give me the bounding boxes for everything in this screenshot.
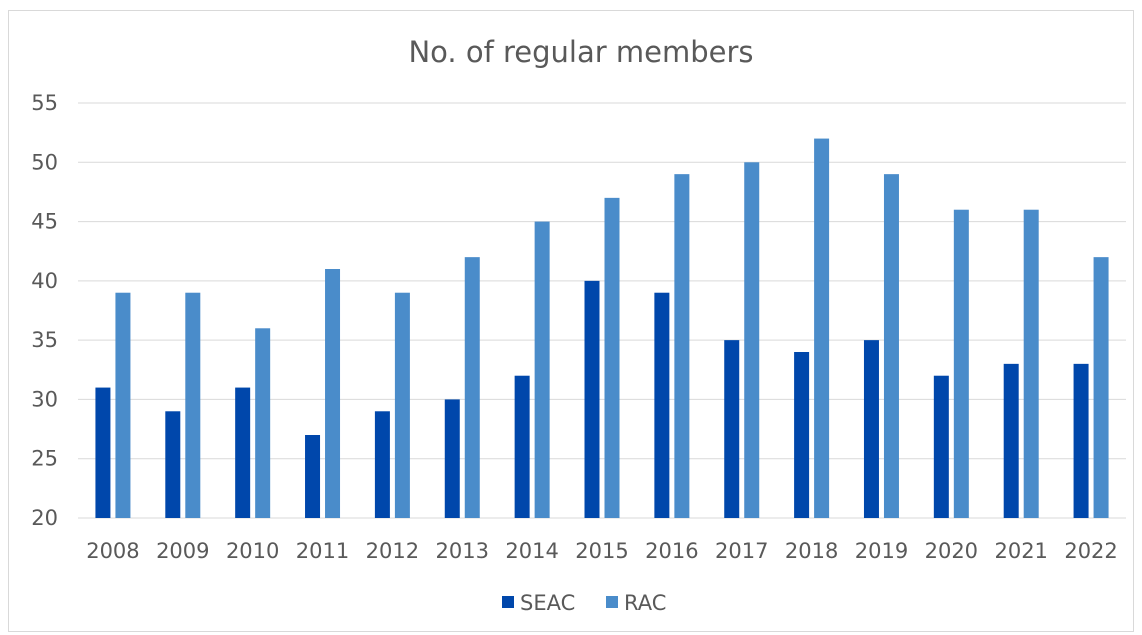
y-tick-label: 50 bbox=[31, 150, 58, 174]
x-tick-label: 2021 bbox=[994, 539, 1047, 563]
chart-title: No. of regular members bbox=[408, 35, 753, 69]
bar-seac-2022 bbox=[1073, 363, 1089, 518]
bar-rac-2008 bbox=[115, 292, 131, 518]
legend-label-rac: RAC bbox=[624, 591, 666, 615]
y-tick-label: 35 bbox=[31, 328, 58, 352]
x-tick-label: 2022 bbox=[1064, 539, 1117, 563]
bar-rac-2021 bbox=[1023, 209, 1039, 518]
legend-label-seac: SEAC bbox=[520, 591, 575, 615]
bar-seac-2013 bbox=[444, 399, 460, 518]
bar-rac-2011 bbox=[325, 269, 341, 518]
legend-swatch-seac bbox=[502, 596, 514, 608]
legend-swatch-rac bbox=[606, 596, 618, 608]
bar-rac-2012 bbox=[394, 292, 410, 518]
bar-rac-2010 bbox=[255, 328, 271, 518]
bar-seac-2011 bbox=[305, 435, 321, 518]
bar-rac-2016 bbox=[674, 174, 690, 518]
y-tick-label: 30 bbox=[31, 387, 58, 411]
x-tick-label: 2014 bbox=[505, 539, 558, 563]
y-tick-label: 40 bbox=[31, 269, 58, 293]
bar-seac-2018 bbox=[794, 352, 810, 518]
bar-rac-2013 bbox=[464, 257, 480, 518]
x-tick-label: 2018 bbox=[785, 539, 838, 563]
bar-seac-2009 bbox=[165, 411, 181, 518]
x-tick-label: 2015 bbox=[575, 539, 628, 563]
x-tick-label: 2010 bbox=[226, 539, 279, 563]
bar-seac-2017 bbox=[724, 340, 740, 518]
y-tick-label: 45 bbox=[31, 210, 58, 234]
x-tick-label: 2020 bbox=[925, 539, 978, 563]
x-tick-label: 2019 bbox=[855, 539, 908, 563]
legend: SEAC RAC bbox=[502, 591, 666, 615]
bar-rac-2020 bbox=[953, 209, 969, 518]
x-tick-label: 2012 bbox=[366, 539, 419, 563]
y-tick-label: 55 bbox=[31, 91, 58, 115]
bar-seac-2021 bbox=[1003, 363, 1019, 518]
bar-rac-2018 bbox=[814, 138, 830, 519]
y-axis-ticks: 20 25 30 35 40 45 50 55 bbox=[31, 91, 58, 530]
bar-rac-2019 bbox=[883, 174, 899, 518]
bar-rac-2022 bbox=[1093, 257, 1109, 518]
bar-rac-2014 bbox=[534, 221, 550, 519]
bar-seac-2010 bbox=[235, 387, 251, 518]
bar-seac-2014 bbox=[514, 375, 530, 518]
x-tick-label: 2013 bbox=[436, 539, 489, 563]
bar-rac-2015 bbox=[604, 197, 620, 518]
x-tick-label: 2008 bbox=[86, 539, 139, 563]
x-tick-label: 2016 bbox=[645, 539, 698, 563]
gridlines bbox=[78, 102, 1126, 519]
x-axis-ticks: 2008 2009 2010 2011 2012 2013 2014 2015 2016 2017… bbox=[86, 539, 1118, 563]
y-tick-label: 25 bbox=[31, 447, 58, 471]
bars bbox=[95, 138, 1109, 519]
bar-seac-2008 bbox=[95, 387, 111, 518]
x-tick-label: 2009 bbox=[156, 539, 209, 563]
bar-seac-2019 bbox=[863, 340, 879, 518]
bar-seac-2015 bbox=[584, 280, 600, 518]
bar-rac-2009 bbox=[185, 292, 201, 518]
bar-seac-2016 bbox=[654, 292, 670, 518]
x-tick-label: 2011 bbox=[296, 539, 349, 563]
y-tick-label: 20 bbox=[31, 506, 58, 530]
x-tick-label: 2017 bbox=[715, 539, 768, 563]
bar-seac-2020 bbox=[933, 375, 949, 518]
bar-rac-2017 bbox=[744, 162, 760, 519]
bar-seac-2012 bbox=[374, 411, 390, 518]
